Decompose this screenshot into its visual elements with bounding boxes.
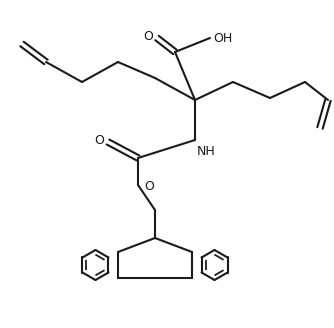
Text: NH: NH (197, 145, 216, 158)
Text: OH: OH (213, 31, 232, 45)
Text: O: O (144, 180, 154, 194)
Text: O: O (94, 133, 104, 147)
Text: O: O (143, 31, 153, 44)
